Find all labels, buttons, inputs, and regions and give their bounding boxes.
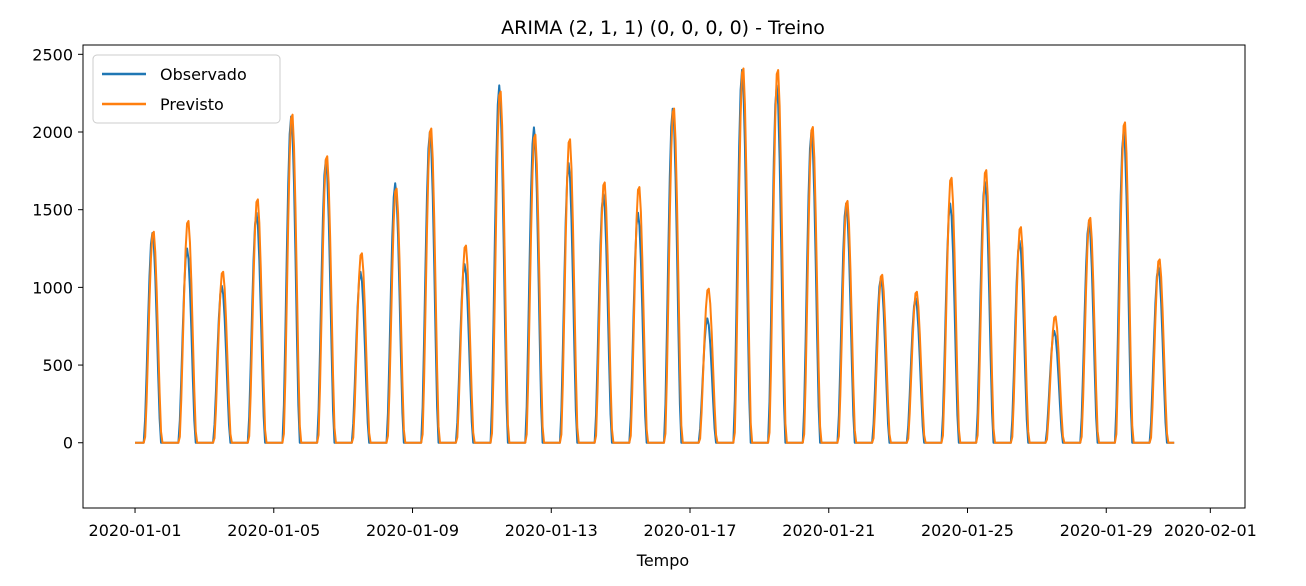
legend-frame: [92, 54, 281, 124]
legend: Observado Previsto: [92, 54, 281, 124]
y-tick-label: 1500: [32, 201, 73, 220]
x-tick-label: 2020-01-13: [505, 521, 598, 540]
legend-label-previsto: Previsto: [160, 95, 224, 114]
y-tick-label: 1000: [32, 278, 73, 297]
x-tick-label: 2020-01-25: [921, 521, 1014, 540]
y-tick-label: 500: [42, 356, 73, 375]
legend-label-observado: Observado: [160, 65, 247, 84]
x-tick-label: 2020-02-01: [1164, 521, 1257, 540]
x-tick-label: 2020-01-01: [89, 521, 182, 540]
x-tick-label: 2020-01-21: [782, 521, 875, 540]
chart-title: ARIMA (2, 1, 1) (0, 0, 0, 0) - Treino: [501, 17, 825, 39]
x-tick-label: 2020-01-17: [644, 521, 737, 540]
x-tick-label: 2020-01-09: [366, 521, 459, 540]
x-tick-label: 2020-01-29: [1060, 521, 1153, 540]
y-tick-label: 0: [63, 434, 73, 453]
y-tick-label: 2000: [32, 123, 73, 142]
y-tick-label: 2500: [32, 45, 73, 64]
series-line-previsto: [135, 67, 1175, 444]
x-axis-label: Tempo: [636, 551, 689, 570]
x-tick-label: 2020-01-05: [227, 521, 320, 540]
plot-frame: [82, 44, 1246, 509]
